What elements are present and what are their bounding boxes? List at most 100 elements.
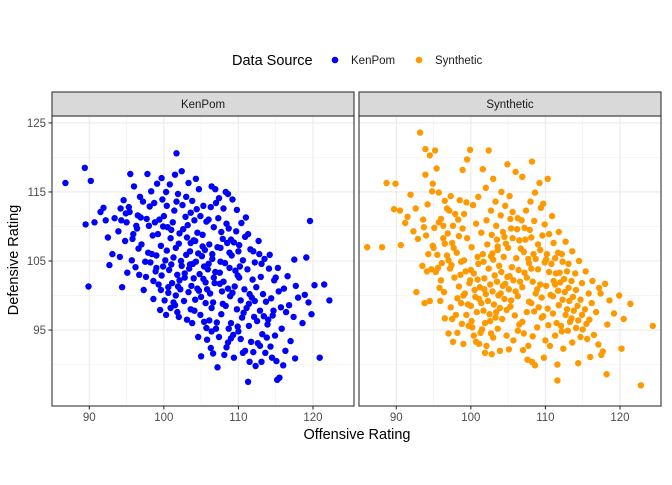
data-point xyxy=(503,332,510,339)
data-point xyxy=(326,297,333,304)
data-point xyxy=(578,311,586,319)
data-point xyxy=(492,198,499,205)
data-point xyxy=(564,327,571,334)
data-point xyxy=(534,324,541,331)
data-point xyxy=(483,217,490,224)
data-point xyxy=(224,285,232,292)
data-point xyxy=(253,317,261,325)
data-point xyxy=(475,295,483,303)
data-point xyxy=(455,232,463,240)
data-point xyxy=(554,361,561,368)
data-point xyxy=(498,188,505,196)
data-point xyxy=(547,291,554,298)
data-point xyxy=(390,206,398,213)
data-point xyxy=(115,228,122,235)
data-point xyxy=(220,205,227,212)
data-point xyxy=(397,241,404,249)
data-point xyxy=(560,345,567,352)
facet-strip xyxy=(358,91,662,117)
data-point xyxy=(601,280,609,287)
data-point xyxy=(603,371,610,378)
data-point xyxy=(242,214,250,221)
data-point xyxy=(305,299,312,306)
data-point xyxy=(558,250,565,258)
data-point xyxy=(480,258,487,265)
data-point xyxy=(244,230,252,238)
data-point xyxy=(537,204,545,211)
data-point xyxy=(155,281,162,288)
data-point xyxy=(497,290,504,297)
facet-strip xyxy=(51,91,355,117)
data-point xyxy=(171,207,178,214)
data-point xyxy=(482,290,489,298)
data-point xyxy=(174,283,182,290)
data-point xyxy=(561,288,568,296)
data-point xyxy=(550,239,557,247)
data-point xyxy=(536,179,543,187)
data-point xyxy=(512,288,519,295)
data-point xyxy=(249,276,256,283)
data-point xyxy=(316,354,323,361)
data-point xyxy=(239,349,247,356)
data-point xyxy=(480,307,487,314)
data-point xyxy=(504,161,511,168)
data-point xyxy=(159,196,166,203)
data-point xyxy=(275,288,282,295)
data-point xyxy=(81,164,89,171)
data-point xyxy=(468,244,475,251)
data-point xyxy=(563,268,571,275)
data-point xyxy=(514,293,521,300)
data-point xyxy=(543,256,550,263)
data-point xyxy=(150,277,157,285)
data-point xyxy=(546,342,554,350)
data-point xyxy=(277,304,285,311)
data-point xyxy=(463,199,470,206)
data-point xyxy=(162,311,170,319)
data-point xyxy=(496,347,504,354)
data-point xyxy=(184,221,191,229)
data-point xyxy=(190,275,197,282)
data-point xyxy=(185,179,192,187)
data-point xyxy=(587,353,594,361)
data-point xyxy=(169,219,176,226)
data-point xyxy=(87,177,95,185)
data-point xyxy=(493,278,501,285)
data-point xyxy=(527,198,534,205)
data-point xyxy=(197,293,205,301)
data-point xyxy=(502,280,509,287)
data-point xyxy=(589,277,596,285)
data-point xyxy=(203,336,211,343)
data-point xyxy=(199,243,206,250)
data-point xyxy=(487,207,495,214)
data-point xyxy=(178,262,185,269)
data-point xyxy=(618,345,625,352)
data-point xyxy=(193,206,200,213)
data-point xyxy=(569,248,576,255)
data-point xyxy=(500,253,507,261)
data-point xyxy=(449,222,457,229)
data-point xyxy=(516,278,524,285)
data-point xyxy=(493,222,500,229)
data-point xyxy=(544,305,551,312)
facet-strip-label: KenPom xyxy=(181,99,225,111)
data-point xyxy=(448,261,455,269)
data-point xyxy=(174,308,181,316)
data-point xyxy=(166,181,173,188)
data-point xyxy=(211,279,218,287)
x-tick-label: 100 xyxy=(461,412,480,424)
data-point xyxy=(488,231,495,238)
data-point xyxy=(271,332,279,339)
data-point xyxy=(489,288,496,295)
data-point xyxy=(144,170,151,178)
data-point xyxy=(514,215,521,222)
data-point xyxy=(183,316,191,323)
data-point xyxy=(227,236,235,243)
data-point xyxy=(412,205,419,212)
data-point xyxy=(264,321,271,328)
data-point xyxy=(158,174,165,182)
data-point xyxy=(153,180,161,187)
data-point xyxy=(265,316,272,323)
data-point xyxy=(475,340,483,348)
data-point xyxy=(267,343,274,350)
